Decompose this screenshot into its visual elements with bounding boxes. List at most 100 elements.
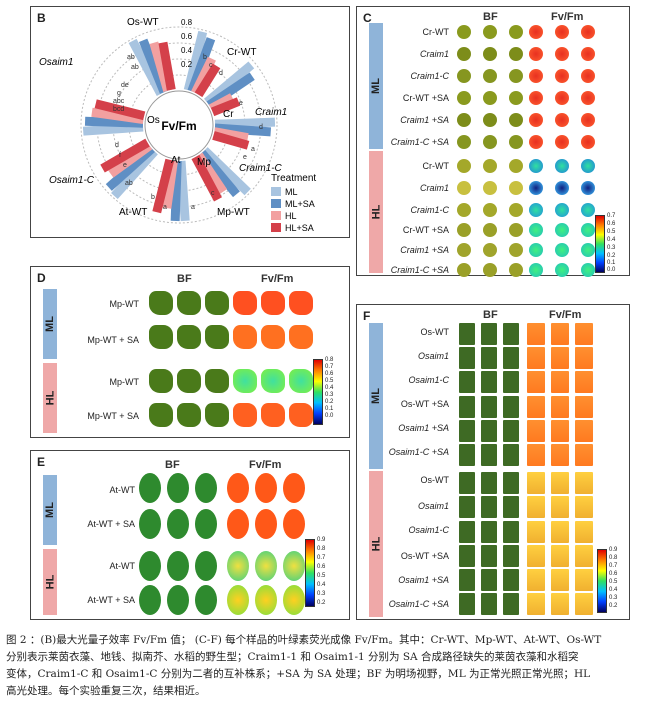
fvfm-strip — [575, 569, 593, 591]
fvfm-thallus — [233, 291, 257, 315]
bf-strip — [503, 323, 519, 345]
bf-strip — [459, 444, 475, 466]
fvfm-colony — [581, 263, 595, 277]
fvfm-strip — [527, 496, 545, 519]
ring-02: 0.2 — [181, 60, 193, 69]
fvfm-colony — [581, 91, 595, 105]
fvfm-strip — [575, 347, 593, 370]
fvfm-strip — [551, 593, 569, 616]
bf-colony — [483, 135, 497, 149]
radial-bars — [82, 30, 276, 222]
fvfm-colony — [581, 135, 595, 149]
svg-text:f: f — [119, 152, 121, 159]
bf-strip — [481, 371, 497, 394]
svg-text:c: c — [211, 190, 215, 197]
fvfm-leaf — [283, 473, 305, 503]
fvfm-colony — [555, 113, 569, 127]
group-cr-wt: Cr-WT — [227, 47, 256, 58]
bf-colony — [509, 263, 523, 277]
fvfm-thallus — [261, 291, 285, 315]
species-mp: Mp — [197, 157, 211, 168]
bf-thallus — [149, 369, 173, 393]
fvfm-strip — [551, 520, 569, 543]
bf-colony — [457, 223, 471, 237]
group-mp-wt: Mp-WT — [217, 207, 250, 218]
bf-colony — [509, 159, 523, 173]
bf-strip — [481, 544, 497, 567]
bf-thallus — [149, 325, 173, 349]
bf-colony — [509, 243, 523, 257]
bf-colony — [509, 47, 523, 61]
bf-thallus — [149, 291, 173, 315]
fvfm-colony — [529, 91, 543, 105]
fvfm-header: Fv/Fm — [249, 459, 282, 471]
bf-strip — [459, 472, 475, 495]
fvfm-strip — [551, 323, 569, 345]
bf-strip — [481, 419, 497, 442]
fvfm-leaf — [227, 551, 249, 581]
fvfm-thallus — [233, 403, 257, 427]
significance-letters: ab ab de g abc bcd d f e ab b a a c e a … — [113, 54, 263, 211]
panel-e: E BF Fv/Fm ML HL At-WT At-WT + SA At-WT … — [30, 450, 350, 620]
bf-colony — [483, 47, 497, 61]
fvfm-thallus — [233, 369, 257, 393]
bf-header: BF — [165, 459, 180, 471]
fvfm-strip — [527, 472, 545, 495]
panel-f: F BF Fv/Fm ML HL Os-WT Osaim1 Osaim1-C O… — [356, 304, 630, 620]
fvfm-colony — [581, 203, 595, 217]
bf-colony — [483, 159, 497, 173]
svg-text:e: e — [239, 100, 243, 107]
svg-text:ab: ab — [131, 64, 139, 71]
fvfm-strip — [551, 419, 569, 442]
figure-caption: 图 2 ：(B)最大光量子效率 Fv/Fm 值； (C-F) 每个样品的叶绿素荧… — [6, 632, 646, 700]
bf-colony — [457, 113, 471, 127]
svg-text:a: a — [251, 146, 255, 153]
caption-line-4: 高光处理。每个实验重复三次，结果相近。 — [6, 685, 206, 697]
fvfm-leaf — [283, 585, 305, 615]
fvfm-strip — [527, 544, 545, 567]
fvfm-strip — [551, 395, 569, 418]
bf-header: BF — [483, 309, 498, 321]
bf-colony — [483, 243, 497, 257]
bf-thallus — [205, 325, 229, 349]
species-at: At — [171, 155, 181, 166]
fvfm-thallus — [289, 291, 313, 315]
ml-band: ML — [43, 289, 57, 359]
svg-text:bcd: bcd — [113, 106, 124, 113]
species-os: Os — [147, 115, 160, 126]
svg-text:e: e — [123, 162, 127, 169]
bf-leaf — [139, 509, 161, 539]
fvfm-leaf — [227, 585, 249, 615]
fvfm-leaf — [227, 473, 249, 503]
svg-text:b: b — [151, 194, 155, 201]
bf-strip — [503, 496, 519, 519]
bf-strip — [481, 347, 497, 370]
bf-strip — [459, 371, 475, 394]
legend: Treatment ML ML+SA HL HL+SA — [271, 173, 316, 233]
fvfm-header: Fv/Fm — [551, 11, 584, 23]
fvfm-strip — [551, 569, 569, 591]
bf-strip — [459, 419, 475, 442]
bf-leaf — [167, 509, 189, 539]
bf-colony — [457, 69, 471, 83]
fvfm-strip — [575, 444, 593, 466]
ring-08: 0.8 — [181, 18, 193, 27]
fvfm-leaf — [227, 509, 249, 539]
fvfm-colony — [555, 69, 569, 83]
fvfm-colony — [555, 47, 569, 61]
bf-thallus — [177, 403, 201, 427]
fvfm-thallus — [261, 369, 285, 393]
fvfm-thallus — [289, 403, 313, 427]
fvfm-strip — [551, 371, 569, 394]
fvfm-leaf — [255, 551, 277, 581]
bf-colony — [457, 135, 471, 149]
fvfm-strip — [527, 419, 545, 442]
svg-text:ab: ab — [127, 54, 135, 61]
bf-colony — [457, 203, 471, 217]
bf-header: BF — [483, 11, 498, 23]
colorbar — [313, 359, 323, 425]
bf-strip — [503, 593, 519, 616]
fvfm-leaf — [255, 473, 277, 503]
fvfm-strip — [527, 323, 545, 345]
fvfm-colony — [581, 243, 595, 257]
